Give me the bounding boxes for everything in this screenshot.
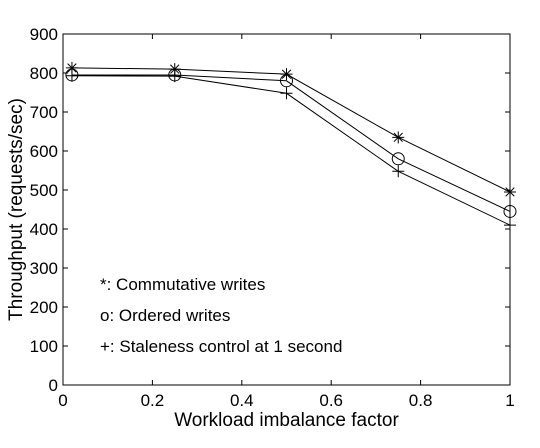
data-point-star [65, 61, 78, 74]
series-staleness-control-at-1-second [65, 69, 516, 232]
y-axis-label: Throughput (requests/sec) [6, 98, 27, 321]
legend-entry: *: Commutative writes [100, 275, 265, 294]
data-point-plus [504, 219, 516, 232]
series-line [71, 74, 511, 212]
data-point-star [504, 185, 516, 198]
x-tick-label: 0.8 [409, 391, 433, 410]
series-commutative-writes [65, 61, 516, 198]
y-tick-label: 0 [49, 376, 58, 395]
y-tick-label: 900 [30, 25, 58, 44]
legend-entry: +: Staleness control at 1 second [100, 337, 342, 356]
data-series [65, 61, 517, 232]
data-point-star [392, 131, 405, 144]
legend: *: Commutative writes o: Ordered writes +:… [100, 275, 342, 356]
x-tick-label: 0.2 [141, 391, 165, 410]
y-tick-label: 400 [30, 220, 58, 239]
data-point-circle [503, 204, 517, 218]
x-tick-label: 1 [505, 391, 514, 410]
x-axis-label: Workload imbalance factor [174, 410, 399, 431]
data-point-star [280, 68, 293, 81]
data-point-plus [168, 70, 181, 83]
y-tick-label: 500 [30, 181, 58, 200]
data-point-circle [280, 74, 293, 88]
y-tick-label: 700 [30, 103, 58, 122]
y-tick-label: 600 [30, 142, 58, 161]
y-tick-label: 800 [30, 64, 58, 83]
y-tick-label: 100 [30, 337, 58, 356]
x-tick-label: 0 [58, 391, 67, 410]
axis-ticks: 0 0.2 0.4 0.6 0.8 1 0 100 200 300 400 500 600 700 800 9… [30, 25, 515, 410]
data-point-plus [65, 69, 78, 82]
data-point-plus [392, 165, 405, 178]
x-tick-label: 0.6 [319, 391, 343, 410]
data-point-plus [280, 87, 293, 100]
y-tick-label: 300 [30, 259, 58, 278]
legend-entry: o: Ordered writes [100, 306, 230, 325]
x-tick-label: 0.4 [230, 391, 254, 410]
data-point-circle [391, 152, 405, 166]
y-tick-label: 200 [30, 298, 58, 317]
